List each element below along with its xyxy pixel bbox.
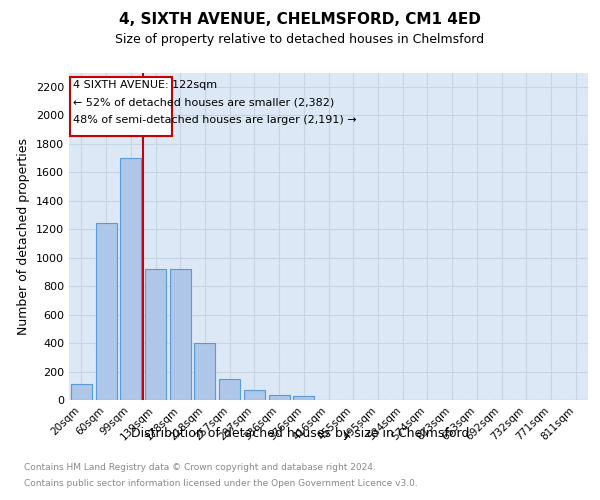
Y-axis label: Number of detached properties: Number of detached properties [17, 138, 31, 335]
Text: 4, SIXTH AVENUE, CHELMSFORD, CM1 4ED: 4, SIXTH AVENUE, CHELMSFORD, CM1 4ED [119, 12, 481, 28]
Text: Contains HM Land Registry data © Crown copyright and database right 2024.: Contains HM Land Registry data © Crown c… [24, 462, 376, 471]
Text: Size of property relative to detached houses in Chelmsford: Size of property relative to detached ho… [115, 32, 485, 46]
Bar [145, 269, 166, 400]
Text: Distribution of detached houses by size in Chelmsford: Distribution of detached houses by size … [131, 428, 469, 440]
Bar [194, 343, 215, 400]
Text: 48% of semi-detached houses are larger (2,191) →: 48% of semi-detached houses are larger (… [73, 115, 357, 125]
Text: Contains public sector information licensed under the Open Government Licence v3: Contains public sector information licen… [24, 478, 418, 488]
Bar [120, 158, 141, 400]
Bar [170, 269, 191, 400]
Bar [219, 378, 240, 400]
FancyBboxPatch shape [70, 77, 172, 136]
Bar [293, 396, 314, 400]
Text: 4 SIXTH AVENUE: 122sqm: 4 SIXTH AVENUE: 122sqm [73, 80, 217, 90]
Bar [95, 224, 116, 400]
Text: ← 52% of detached houses are smaller (2,382): ← 52% of detached houses are smaller (2,… [73, 98, 334, 108]
Bar [71, 384, 92, 400]
Bar [244, 390, 265, 400]
Bar [269, 395, 290, 400]
